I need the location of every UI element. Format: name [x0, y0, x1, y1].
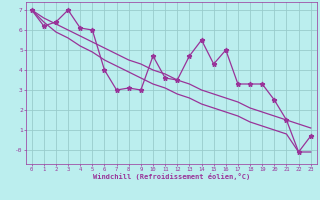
- X-axis label: Windchill (Refroidissement éolien,°C): Windchill (Refroidissement éolien,°C): [92, 173, 250, 180]
